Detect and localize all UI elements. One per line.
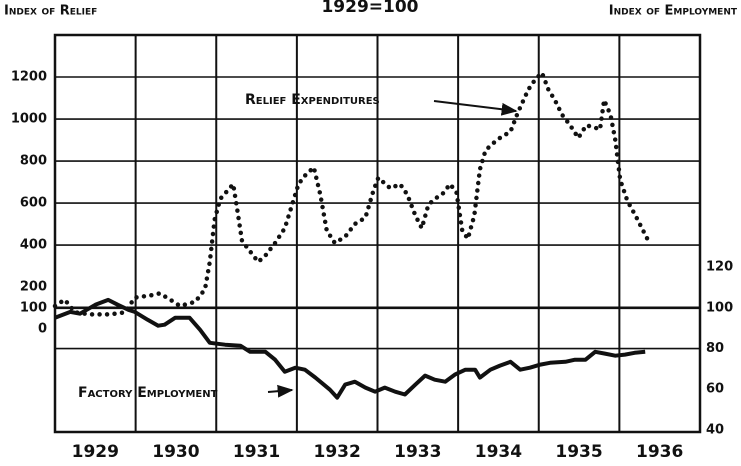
y-tick-label: 100 bbox=[20, 301, 47, 316]
x-tick-label: 1929 bbox=[72, 442, 119, 462]
x-tick-label: 1933 bbox=[394, 442, 441, 462]
annotation-arrow bbox=[433, 100, 518, 116]
y-tick-label: 0 bbox=[38, 322, 47, 337]
x-tick-label: 1935 bbox=[555, 442, 602, 462]
x-tick-label: 1936 bbox=[636, 442, 683, 462]
series-line bbox=[54, 297, 646, 400]
y2-tick-label: 40 bbox=[706, 422, 724, 437]
y2-tick-label: 80 bbox=[706, 341, 724, 356]
y-tick-label: 800 bbox=[20, 154, 47, 169]
chart-title: 1929=100 bbox=[321, 0, 418, 17]
annotation: Factory Employment bbox=[78, 385, 218, 401]
y2-axis-label: Index of Employment bbox=[609, 4, 738, 19]
x-tick-label: 1934 bbox=[475, 442, 522, 462]
y2-tick-label: 120 bbox=[706, 260, 733, 275]
y-tick-label: 200 bbox=[20, 280, 47, 295]
series-line bbox=[52, 68, 651, 317]
y-tick-label: 400 bbox=[20, 238, 47, 253]
annotation: Relief Expenditures bbox=[245, 92, 380, 108]
y-tick-label: 1200 bbox=[11, 70, 47, 85]
x-tick-label: 1932 bbox=[314, 442, 361, 462]
y-tick-label: 600 bbox=[20, 196, 47, 211]
x-tick-label: 1931 bbox=[233, 442, 280, 462]
plot-frame bbox=[53, 33, 702, 434]
x-tick-label: 1930 bbox=[152, 442, 199, 462]
y-axis-label: Index of Relief bbox=[4, 4, 97, 19]
y2-tick-label: 60 bbox=[706, 382, 724, 397]
annotation-arrow bbox=[267, 384, 294, 398]
y2-tick-label: 100 bbox=[706, 300, 733, 315]
y-tick-label: 1000 bbox=[11, 112, 47, 127]
